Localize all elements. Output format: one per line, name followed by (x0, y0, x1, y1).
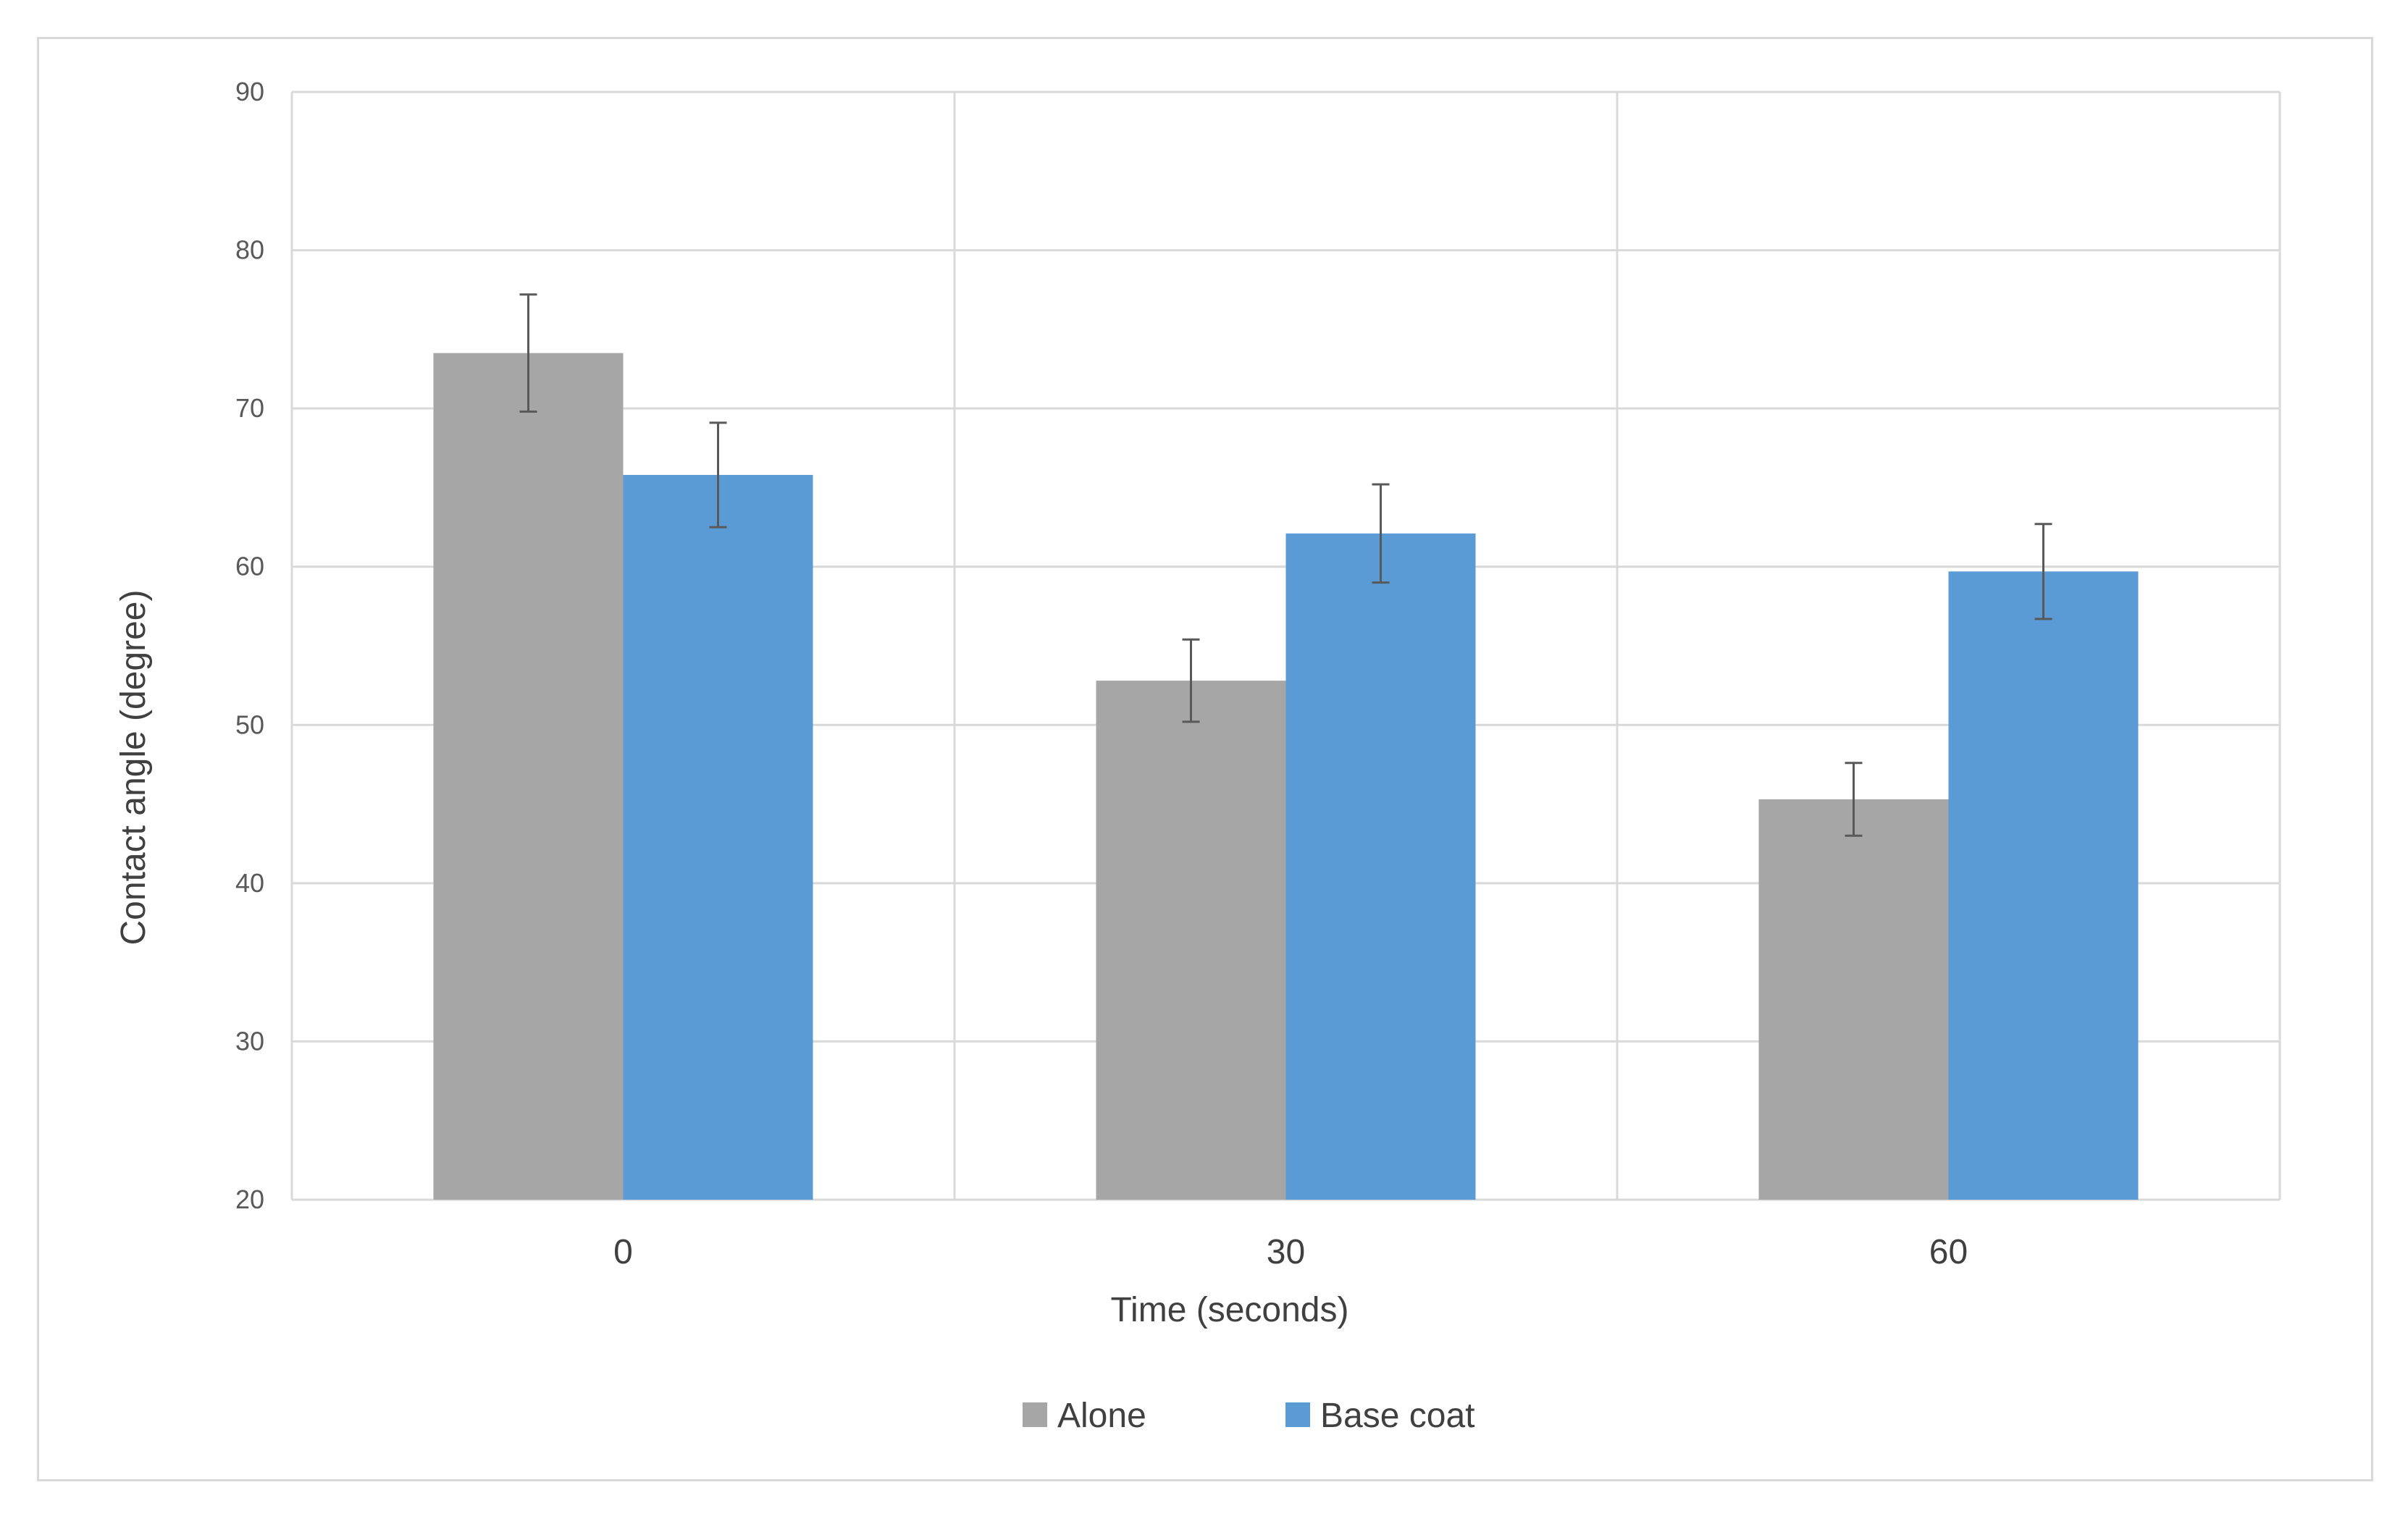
legend-swatch (1285, 1402, 1310, 1427)
bars (433, 353, 2139, 1200)
y-tick-label: 80 (235, 235, 264, 265)
x-tick-label: 60 (1929, 1233, 1968, 1271)
y-tick-label: 20 (235, 1185, 264, 1214)
y-tick-label: 30 (235, 1026, 264, 1056)
x-axis-ticks: 0 30 60 (613, 1233, 1968, 1271)
y-axis-title: Contact angle (degree) (114, 590, 153, 946)
bar-alone (1758, 799, 1949, 1200)
legend: Alone Base coat (1023, 1397, 1474, 1435)
y-axis-ticks: 20 30 40 50 60 70 80 90 (235, 77, 264, 1214)
bar-base-coat (623, 474, 813, 1200)
y-tick-label: 90 (235, 77, 264, 106)
y-tick-label: 60 (235, 552, 264, 581)
bar-base-coat (1948, 571, 2139, 1200)
y-tick-label: 70 (235, 393, 264, 423)
y-tick-label: 50 (235, 710, 264, 739)
legend-label: Alone (1057, 1397, 1146, 1435)
bar-alone (1096, 681, 1286, 1200)
legend-label: Base coat (1320, 1397, 1474, 1435)
bar-alone (433, 353, 624, 1200)
x-tick-label: 0 (613, 1233, 633, 1271)
legend-swatch (1023, 1402, 1047, 1427)
x-axis-title: Time (seconds) (1111, 1291, 1349, 1329)
bar-base-coat (1285, 533, 1476, 1200)
x-tick-label: 30 (1267, 1233, 1305, 1271)
error-bars (519, 293, 2052, 837)
y-tick-label: 40 (235, 868, 264, 898)
